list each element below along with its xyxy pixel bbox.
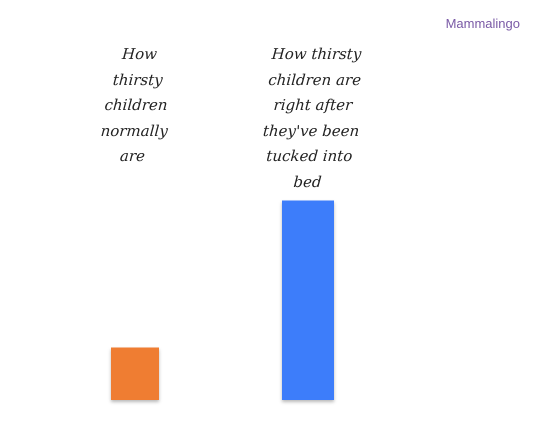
bars-group	[111, 200, 334, 400]
bar-bedtime-thirst	[282, 200, 334, 400]
bar-normal-thirst	[111, 347, 159, 400]
brand-watermark: Mammalingo	[445, 16, 520, 31]
